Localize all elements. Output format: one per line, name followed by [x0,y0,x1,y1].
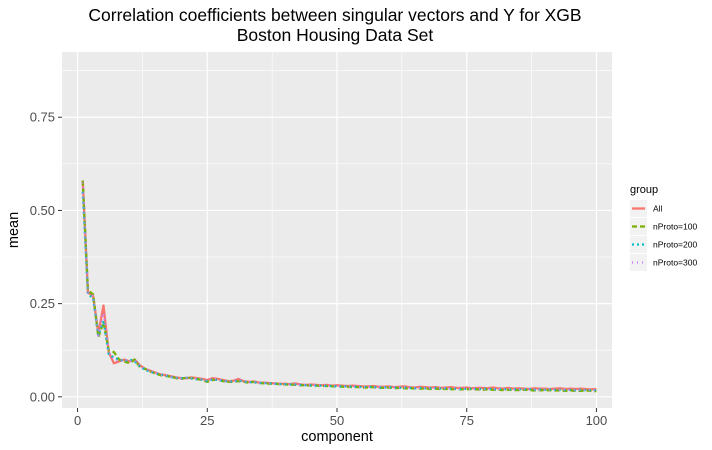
series-layer [81,180,597,393]
x-tick-label: 75 [459,413,473,428]
series-line-4 [81,182,597,392]
x-tick-label: 25 [200,413,214,428]
y-tick-label: 0.00 [30,389,55,404]
x-tick-label: 100 [586,413,608,428]
legend-title: group [630,184,658,196]
legend-key [630,218,647,235]
y-tick-label: 0.75 [30,110,55,125]
legend-label: nProto=100 [653,222,697,232]
legend-label: All [653,204,663,214]
x-tick-label: 50 [330,413,344,428]
x-axis-label: component [301,429,373,445]
legend-label: nProto=300 [653,258,697,268]
y-axis: 0.00 0.25 0.50 0.75 [30,110,62,404]
x-axis: 0 25 50 75 100 [74,408,607,428]
legend-label: nProto=200 [653,240,697,250]
grid-major [62,52,612,408]
y-axis-label: mean [6,212,22,248]
chart-subtitle: Boston Housing Data Set [237,25,434,45]
legend-key [630,254,647,271]
legend: group All nProto=100 nProto=200 nProto=300 [630,184,697,271]
chart-title: Correlation coefficients between singula… [88,5,581,25]
x-tick-label: 0 [74,413,81,428]
y-tick-label: 0.25 [30,296,55,311]
y-tick-label: 0.50 [30,203,55,218]
